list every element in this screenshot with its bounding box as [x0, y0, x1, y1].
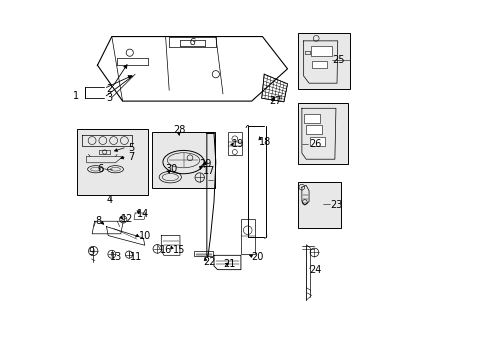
Text: 11: 11 — [129, 252, 142, 262]
Text: 2: 2 — [106, 84, 112, 94]
Text: 5: 5 — [128, 143, 134, 153]
Text: 15: 15 — [172, 245, 185, 255]
Text: 24: 24 — [308, 265, 321, 275]
Bar — [311, 61, 326, 68]
Bar — [194, 251, 212, 256]
Text: 9: 9 — [88, 247, 95, 257]
Text: 29: 29 — [199, 159, 212, 169]
Text: 13: 13 — [110, 252, 122, 262]
Bar — [297, 182, 340, 228]
Text: 28: 28 — [172, 125, 185, 135]
Text: 3: 3 — [106, 93, 112, 103]
Text: 22: 22 — [203, 257, 215, 267]
Text: 8: 8 — [96, 216, 102, 226]
Text: 21: 21 — [223, 259, 235, 269]
Text: 27: 27 — [269, 96, 282, 106]
Text: 4: 4 — [106, 195, 112, 205]
Bar — [309, 137, 324, 145]
Text: G: G — [189, 38, 195, 47]
Text: 30: 30 — [165, 164, 178, 174]
Text: 1: 1 — [73, 91, 80, 101]
Text: 23: 23 — [330, 200, 342, 210]
Text: 10: 10 — [139, 231, 151, 240]
Text: 17: 17 — [203, 166, 215, 176]
Text: 16: 16 — [160, 245, 172, 255]
Text: 12: 12 — [121, 215, 133, 224]
Text: 7: 7 — [128, 152, 134, 162]
Bar — [241, 220, 254, 253]
Bar — [152, 132, 214, 188]
Text: 14: 14 — [137, 209, 149, 219]
Text: 18: 18 — [258, 138, 270, 147]
Bar — [310, 46, 331, 56]
Bar — [297, 33, 349, 89]
Bar — [297, 103, 347, 164]
Bar — [77, 129, 147, 195]
Bar — [227, 132, 242, 155]
Text: 20: 20 — [251, 252, 264, 262]
Text: 19: 19 — [231, 139, 244, 149]
Text: 25: 25 — [332, 55, 344, 65]
Text: 26: 26 — [308, 139, 321, 149]
Bar — [303, 114, 319, 123]
Text: 6: 6 — [97, 164, 103, 174]
Bar — [305, 125, 322, 134]
